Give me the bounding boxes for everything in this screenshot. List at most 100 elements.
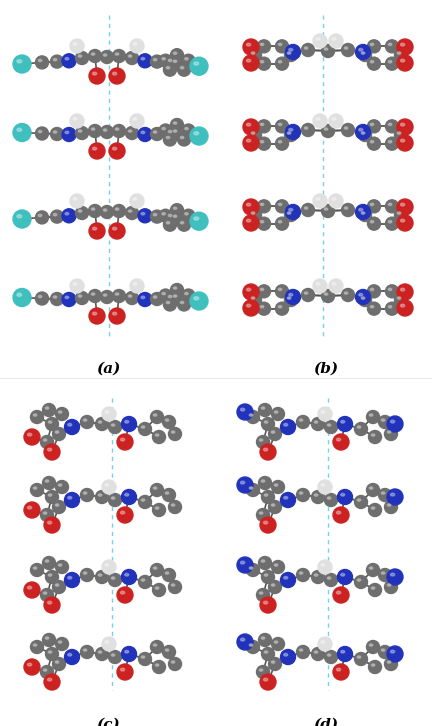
Circle shape <box>276 285 289 298</box>
Circle shape <box>62 54 76 68</box>
Circle shape <box>397 199 413 215</box>
Ellipse shape <box>153 567 157 569</box>
Ellipse shape <box>48 651 52 653</box>
Ellipse shape <box>92 147 97 150</box>
Circle shape <box>13 55 31 73</box>
Ellipse shape <box>181 301 184 303</box>
Ellipse shape <box>359 129 363 131</box>
Ellipse shape <box>28 586 32 589</box>
Circle shape <box>286 290 301 304</box>
Ellipse shape <box>299 649 303 651</box>
Ellipse shape <box>249 414 253 416</box>
Ellipse shape <box>241 408 245 411</box>
Ellipse shape <box>121 591 125 594</box>
Ellipse shape <box>92 227 97 230</box>
Ellipse shape <box>48 521 52 524</box>
Circle shape <box>318 480 332 494</box>
Ellipse shape <box>370 306 374 308</box>
Circle shape <box>313 194 327 208</box>
Ellipse shape <box>112 72 117 75</box>
Circle shape <box>24 502 40 518</box>
Circle shape <box>117 664 133 680</box>
Circle shape <box>368 200 381 213</box>
Ellipse shape <box>388 221 392 223</box>
Circle shape <box>269 581 282 593</box>
Ellipse shape <box>397 297 401 299</box>
Ellipse shape <box>17 60 22 63</box>
Ellipse shape <box>38 131 42 133</box>
Circle shape <box>45 491 58 504</box>
Circle shape <box>333 434 349 450</box>
Ellipse shape <box>278 44 282 46</box>
Circle shape <box>368 661 381 674</box>
Circle shape <box>121 569 137 584</box>
Ellipse shape <box>278 123 282 126</box>
Ellipse shape <box>304 47 308 49</box>
Circle shape <box>378 568 391 582</box>
Circle shape <box>178 298 191 311</box>
Ellipse shape <box>287 132 291 134</box>
Ellipse shape <box>370 123 374 126</box>
Ellipse shape <box>45 637 49 639</box>
Circle shape <box>13 288 31 306</box>
Ellipse shape <box>249 487 253 489</box>
Circle shape <box>286 124 301 139</box>
Ellipse shape <box>259 512 263 514</box>
Ellipse shape <box>370 288 374 290</box>
Ellipse shape <box>287 297 291 299</box>
Circle shape <box>368 217 381 230</box>
Ellipse shape <box>344 292 348 294</box>
Ellipse shape <box>65 131 69 134</box>
Circle shape <box>95 417 108 431</box>
Ellipse shape <box>48 678 52 681</box>
Circle shape <box>321 124 334 137</box>
Circle shape <box>247 410 260 423</box>
Ellipse shape <box>48 448 52 451</box>
Circle shape <box>45 648 58 661</box>
Circle shape <box>359 49 372 62</box>
Ellipse shape <box>68 576 72 579</box>
Circle shape <box>112 124 126 137</box>
Circle shape <box>159 54 172 68</box>
Circle shape <box>276 57 289 70</box>
Ellipse shape <box>53 59 57 61</box>
Ellipse shape <box>115 208 119 211</box>
Ellipse shape <box>172 661 175 663</box>
Circle shape <box>152 431 165 444</box>
Ellipse shape <box>111 497 115 499</box>
Ellipse shape <box>314 574 318 576</box>
Circle shape <box>108 650 121 664</box>
Circle shape <box>280 492 295 507</box>
Ellipse shape <box>125 574 129 576</box>
Circle shape <box>276 137 289 150</box>
Ellipse shape <box>17 215 22 218</box>
Circle shape <box>150 293 163 306</box>
Ellipse shape <box>141 296 145 298</box>
Ellipse shape <box>141 131 145 134</box>
Circle shape <box>55 637 69 650</box>
Circle shape <box>285 49 298 62</box>
Ellipse shape <box>73 282 77 285</box>
Circle shape <box>168 658 181 671</box>
Circle shape <box>313 34 327 48</box>
Circle shape <box>178 219 191 231</box>
Circle shape <box>168 581 181 593</box>
Circle shape <box>95 491 108 504</box>
Circle shape <box>257 137 270 150</box>
Ellipse shape <box>172 504 175 506</box>
Ellipse shape <box>91 53 95 55</box>
Ellipse shape <box>73 43 77 45</box>
Ellipse shape <box>38 295 42 298</box>
Ellipse shape <box>125 420 129 423</box>
Ellipse shape <box>78 130 82 132</box>
Ellipse shape <box>53 296 57 298</box>
Ellipse shape <box>65 213 69 215</box>
Ellipse shape <box>381 492 385 494</box>
Ellipse shape <box>91 208 95 211</box>
Ellipse shape <box>397 132 401 134</box>
Circle shape <box>285 129 298 142</box>
Circle shape <box>130 114 144 128</box>
Ellipse shape <box>344 47 348 49</box>
Circle shape <box>190 127 208 145</box>
Circle shape <box>397 215 413 231</box>
